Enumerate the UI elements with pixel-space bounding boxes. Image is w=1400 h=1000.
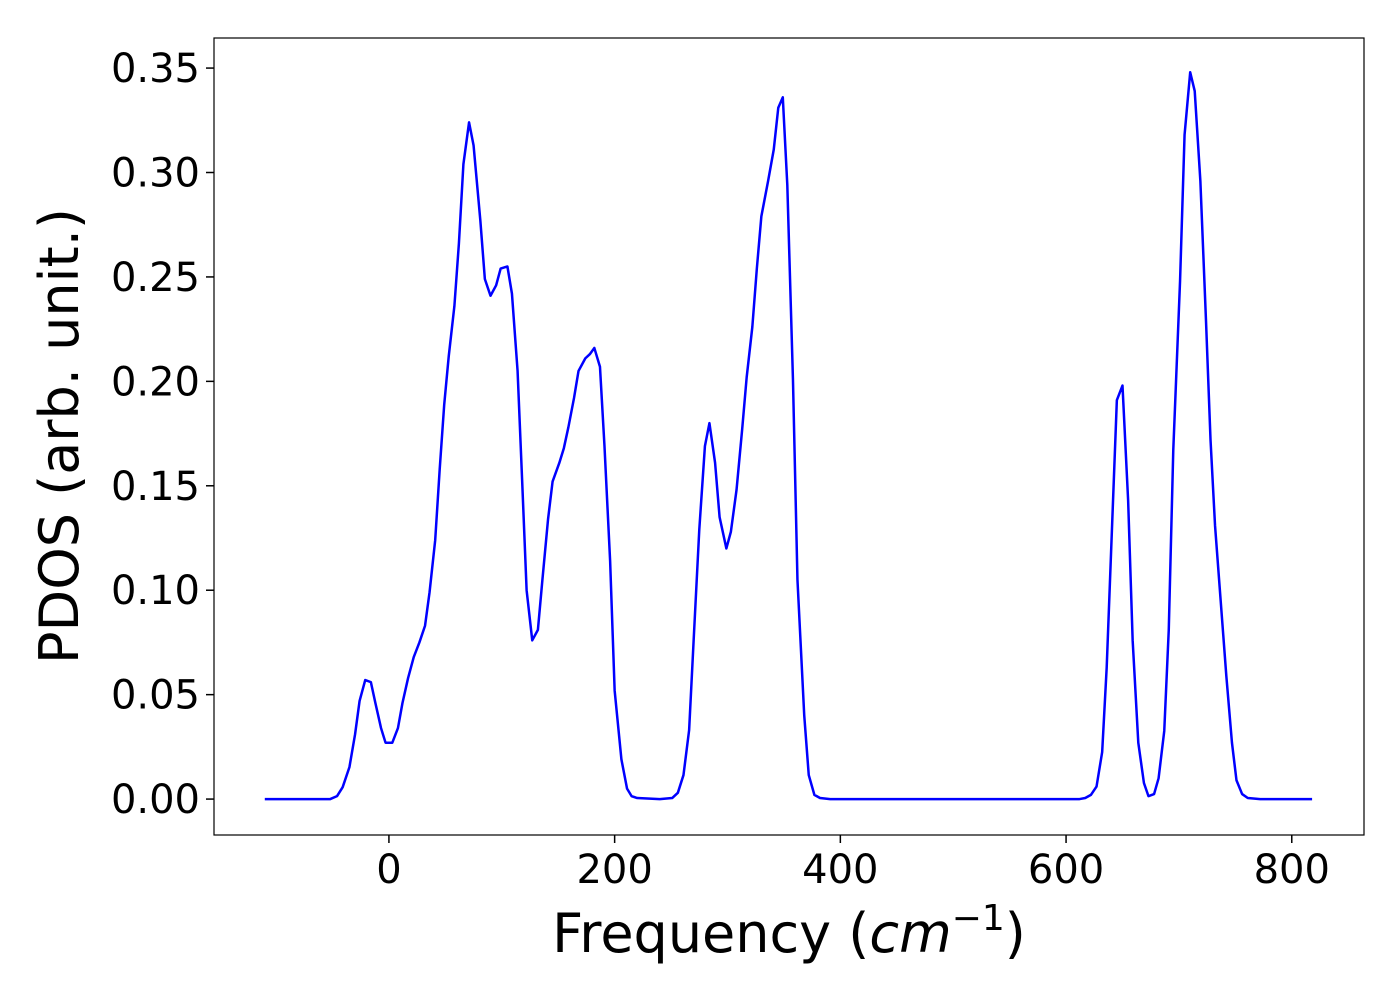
y-tick-label: 0.20 — [111, 359, 200, 405]
x-axis-label: Frequency (cm−1) — [552, 898, 1026, 965]
y-tick-label: 0.10 — [111, 568, 200, 614]
x-label-part: Frequency ( — [552, 902, 869, 965]
y-tick-label: 0.00 — [111, 777, 200, 823]
pdos-line — [264, 71, 1313, 801]
y-tick-label: 0.05 — [111, 673, 200, 719]
y-tick-label: 0.30 — [111, 151, 200, 197]
x-tick-label: 400 — [802, 847, 878, 893]
y-axis-label: PDOS (arb. unit.) — [28, 208, 91, 664]
y-tick-label: 0.25 — [111, 255, 200, 301]
x-label-part: −1 — [952, 898, 1005, 939]
y-tick-label: 0.35 — [111, 46, 200, 92]
x-tick-label: 200 — [576, 847, 652, 893]
plot-frame — [213, 37, 1365, 836]
x-label-part: ) — [1005, 902, 1026, 965]
x-tick-label: 800 — [1254, 847, 1330, 893]
x-tick-label: 0 — [376, 847, 401, 893]
y-tick-label: 0.15 — [111, 464, 200, 510]
x-tick-label: 600 — [1028, 847, 1104, 893]
x-label-part: cm — [869, 902, 951, 965]
